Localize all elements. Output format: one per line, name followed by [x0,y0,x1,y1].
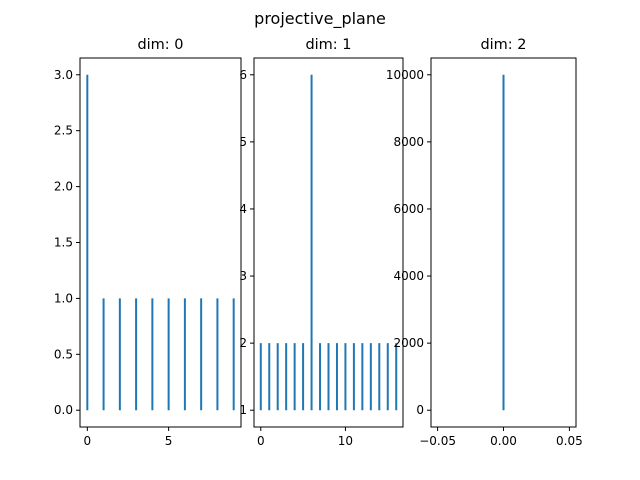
panel-dim-2: dim: 2 0 2000 4000 6000 8000 10000 −0.05 0.00 0.… [386,37,583,448]
axes-frame [253,57,404,428]
panel-title: dim: 2 [480,37,526,53]
y-tick-label: 1.0 [54,291,73,305]
y-tick-label: 4 [239,202,247,216]
x-tick-label: 0 [83,434,91,448]
y-tick-label: 6000 [393,202,424,216]
figure-title: projective_plane [254,9,386,29]
panel-title: dim: 0 [137,37,183,53]
x-tick-label: 0.00 [490,434,517,448]
y-tick-label: 0.5 [54,347,73,361]
y-tick-label: 0.0 [54,403,73,417]
y-tick-label: 2.5 [54,124,73,138]
y-tick-label: 2 [239,336,247,350]
y-tick-label: 10000 [386,68,424,82]
panel-title: dim: 1 [305,37,351,53]
y-tick-label: 0 [416,403,424,417]
x-tick-label: 0 [257,434,265,448]
y-tick-label: 2.0 [54,180,73,194]
y-tick-label: 3 [239,269,247,283]
y-tick-label: 6 [239,68,247,82]
x-tick-label: 10 [338,434,353,448]
x-tick-label: 5 [165,434,173,448]
x-tick-label: −0.05 [419,434,456,448]
x-tick-label: 0.05 [556,434,583,448]
y-tick-label: 8000 [393,135,424,149]
y-tick-label: 3.0 [54,68,73,82]
axes-frame [430,57,577,428]
panel-dim-1: dim: 1 1 2 3 4 5 6 0 10 [239,37,404,448]
axes-frame [79,57,242,428]
y-tick-label: 4000 [393,269,424,283]
y-tick-label: 1 [239,403,247,417]
y-tick-label: 1.5 [54,236,73,250]
y-tick-label: 5 [239,135,247,149]
y-tick-label: 2000 [393,336,424,350]
panel-dim-0: dim: 0 0.0 0.5 1.0 1.5 2.0 2.5 3.0 0 5 [54,37,242,448]
